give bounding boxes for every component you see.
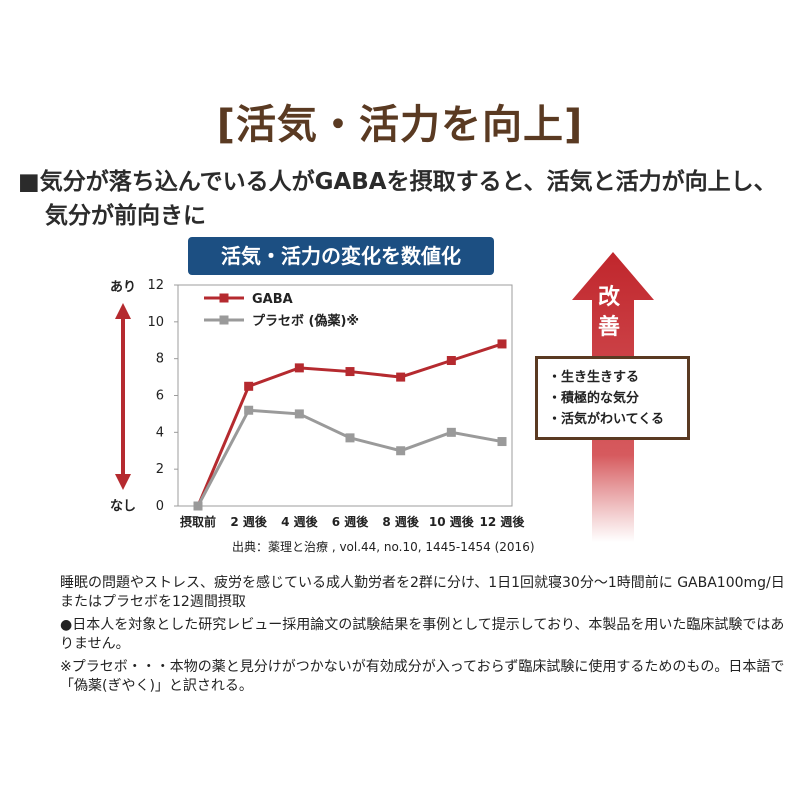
improve-char-2: 善 <box>597 315 620 340</box>
x-tick-label: 12 週後 <box>480 514 526 529</box>
improve-label: 改 善 <box>589 283 629 343</box>
data-point <box>244 381 254 391</box>
legend-label: プラセボ (偽薬)※ <box>252 313 359 329</box>
lead-line-2: 気分が前向きに <box>45 203 206 229</box>
y-tick-label: 4 <box>156 425 164 440</box>
x-tick-label: 摂取前 <box>180 514 216 529</box>
note-item: 睡眠の問題やストレス、疲労を感じている成人勤労者を2群に分け、1日1回就寝30分… <box>60 575 785 610</box>
effect-item: ・生き生きする <box>548 370 640 385</box>
data-point <box>345 433 355 443</box>
y-bottom-label: なし <box>110 499 136 514</box>
data-point <box>396 446 406 456</box>
lead-line-1: ■気分が落ち込んでいる人がGABAを摂取すると、活気と活力が向上し、 <box>18 169 777 195</box>
source-citation: 出典：薬理と治療 , vol.44, no.10, 1445-1454 (201… <box>232 540 535 554</box>
x-tick-label: 2 週後 <box>230 514 268 529</box>
legend-marker <box>219 315 229 325</box>
effects-box: ・生き生きする ・積極的な気分 ・活気がわいてくる <box>535 356 690 440</box>
lead-text: ■気分が落ち込んでいる人がGABAを摂取すると、活気と活力が向上し、 気分が前向… <box>18 165 788 233</box>
y-tick-label: 8 <box>156 352 164 367</box>
x-tick-label: 4 週後 <box>281 514 319 529</box>
legend-label: GABA <box>252 292 293 307</box>
x-tick-label: 6 週後 <box>332 514 370 529</box>
data-point <box>497 437 507 447</box>
y-tick-label: 0 <box>156 499 164 514</box>
data-point <box>345 367 355 377</box>
effect-item: ・積極的な気分 <box>548 391 640 406</box>
data-point <box>244 405 254 415</box>
axis-arrow-up <box>115 303 131 319</box>
y-tick-label: 6 <box>156 389 164 404</box>
data-point <box>446 356 456 366</box>
y-tick-label: 2 <box>156 462 164 477</box>
y-tick-label: 10 <box>147 315 164 330</box>
line-chart: 0 2 4 6 8 10 12 摂取前 2 週後 4 週後 6 週後 8 週後 10 週後 12 週後 あり… <box>110 278 526 529</box>
x-tick-label: 10 週後 <box>429 514 475 529</box>
data-point <box>446 427 456 437</box>
notes: 睡眠の問題やストレス、疲労を感じている成人勤労者を2群に分け、1日1回就寝30分… <box>60 574 790 700</box>
improve-char-1: 改 <box>597 285 620 310</box>
data-point <box>396 372 406 382</box>
chart-badge: 活気・活力の変化を数値化 <box>188 237 494 275</box>
data-point <box>193 501 203 511</box>
y-tick-label: 12 <box>147 278 164 293</box>
data-point <box>497 339 507 349</box>
note-item: ※プラセボ・・・本物の薬と見分けがつかないが有効成分が入っておらず臨床試験に使用… <box>60 659 785 694</box>
effect-item: ・活気がわいてくる <box>548 412 664 427</box>
series-line-1 <box>196 408 503 507</box>
y-top-label: あり <box>110 280 136 295</box>
data-point <box>294 363 304 373</box>
x-tick-label: 8 週後 <box>382 514 420 529</box>
axis-arrow-down <box>115 474 131 490</box>
data-point <box>294 409 304 419</box>
legend-marker <box>219 293 229 303</box>
note-item: ●日本人を対象とした研究レビュー採用論文の試験結果を事例として提示しており、本製… <box>60 617 785 652</box>
page-title: [活気・活力を向上] <box>216 102 584 148</box>
